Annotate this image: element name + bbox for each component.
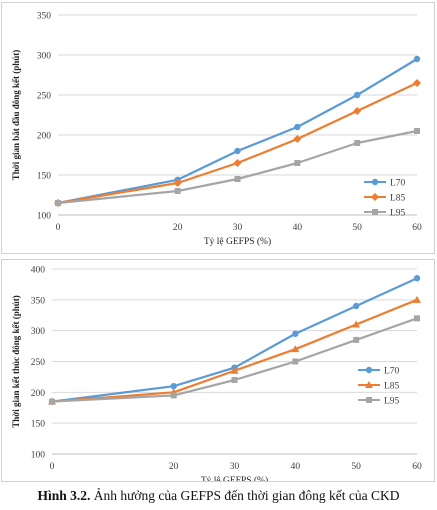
- x-tick-label: 40: [291, 462, 301, 472]
- data-point-l70: [353, 91, 361, 99]
- data-point-l85: [293, 135, 302, 143]
- y-tick-label: 350: [31, 296, 46, 306]
- data-point-l70: [413, 275, 421, 282]
- x-axis-label: Tỷ lệ GEFPS (%): [201, 475, 268, 481]
- chart-svg-final-setting: 100 150 200 250 300 350 400 0 20 30 40 50 60 Tỷ lệ GE…: [11, 266, 422, 482]
- data-point-l95: [49, 398, 55, 405]
- y-tick-label: 200: [31, 389, 46, 399]
- data-point-l85: [413, 79, 421, 87]
- series-line-l95: [51, 317, 418, 403]
- data-point-l95: [231, 377, 238, 383]
- legend-marker-l85: [371, 193, 379, 201]
- legend-marker-l95: [366, 397, 372, 403]
- data-point-l95: [414, 128, 420, 134]
- y-axis-label: Thời gian bắt đầu đông kết (phút): [11, 50, 21, 181]
- y-tick-label: 100: [31, 451, 46, 461]
- legend-marker-l70: [371, 178, 379, 186]
- data-point-l85: [173, 179, 182, 187]
- y-tick-label: 250: [37, 92, 52, 102]
- legend-marker-l95: [372, 209, 378, 215]
- data-point-l85: [233, 159, 242, 167]
- data-point-l85: [230, 366, 239, 374]
- data-point-l85: [291, 345, 300, 353]
- data-point-l70: [413, 55, 421, 63]
- legend-label-l70: L70: [384, 367, 400, 377]
- x-tick-label: 40: [293, 223, 303, 233]
- x-tick-label: 50: [351, 462, 361, 472]
- series-line-l95: [57, 129, 418, 205]
- data-point-l70: [294, 123, 301, 131]
- x-tick-label: 0: [56, 223, 61, 233]
- y-tick-label: 150: [31, 420, 46, 430]
- data-point-l85: [352, 320, 361, 328]
- x-tick-label: 30: [230, 462, 240, 472]
- x-axis-label: Tỷ lệ GEFPS (%): [204, 236, 271, 247]
- y-tick-label: 400: [31, 266, 46, 276]
- legend-label-l85: L85: [390, 194, 406, 204]
- figure-caption: Hình 3.2. Ảnh hưởng của GEFPS đến thời g…: [0, 488, 437, 504]
- data-point-l95: [234, 176, 241, 182]
- chart-initial-setting-time: 100 150 200 250 300 350 0 20 30 40 50 60 Tỷ lệ GEFPS…: [1, 2, 435, 254]
- data-point-l95: [353, 336, 360, 343]
- x-tick-label: 50: [352, 223, 362, 233]
- series-line-l85: [51, 298, 418, 403]
- y-axis-label: Thời gian kết thúc đông kết (phút): [11, 295, 21, 428]
- data-point-l85: [353, 107, 362, 115]
- x-tick-label: 60: [412, 462, 422, 472]
- chart-final-setting-time: 100 150 200 250 300 350 400 0 20 30 40 50 60 Tỷ lệ GE…: [1, 259, 435, 482]
- data-point-l70: [292, 330, 299, 337]
- figure-caption-label: Hình 3.2.: [37, 488, 91, 503]
- chart-svg-initial-setting: 100 150 200 250 300 350 0 20 30 40 50 60 Tỷ lệ GEFPS…: [11, 12, 422, 248]
- y-tick-label: 300: [31, 327, 46, 337]
- data-point-l95: [292, 358, 299, 365]
- x-tick-label: 0: [50, 462, 55, 472]
- x-tick-label: 20: [169, 462, 179, 472]
- legend-marker-l70: [365, 366, 373, 374]
- data-point-l95: [174, 188, 181, 194]
- data-point-l95: [55, 200, 61, 206]
- x-tick-label: 60: [412, 223, 422, 233]
- data-point-l70: [170, 382, 177, 390]
- y-tick-label: 350: [37, 12, 52, 22]
- data-point-l70: [234, 147, 241, 155]
- legend-marker-l85: [365, 381, 373, 388]
- y-tick-label: 300: [37, 52, 52, 62]
- x-tick-label: 20: [173, 223, 183, 233]
- legend-label-l70: L70: [390, 179, 406, 189]
- legend-label-l95: L95: [384, 397, 400, 407]
- series-line-l70: [51, 277, 418, 403]
- data-point-l85: [413, 295, 421, 303]
- data-point-l95: [354, 140, 361, 146]
- figure-caption-text: Ảnh hưởng của GEFPS đến thời gian đông k…: [90, 488, 400, 503]
- series-line-l85: [57, 82, 418, 205]
- data-point-l95: [294, 160, 301, 166]
- data-point-l95: [170, 392, 177, 399]
- legend-label-l85: L85: [384, 382, 400, 392]
- series-line-l70: [57, 58, 418, 205]
- y-tick-label: 150: [37, 172, 52, 182]
- y-tick-label: 200: [37, 132, 52, 142]
- x-tick-label: 30: [233, 223, 243, 233]
- data-point-l95: [414, 315, 420, 322]
- y-tick-label: 250: [31, 358, 46, 368]
- legend-label-l95: L95: [390, 209, 406, 219]
- y-tick-label: 100: [37, 212, 52, 222]
- data-point-l70: [352, 302, 360, 310]
